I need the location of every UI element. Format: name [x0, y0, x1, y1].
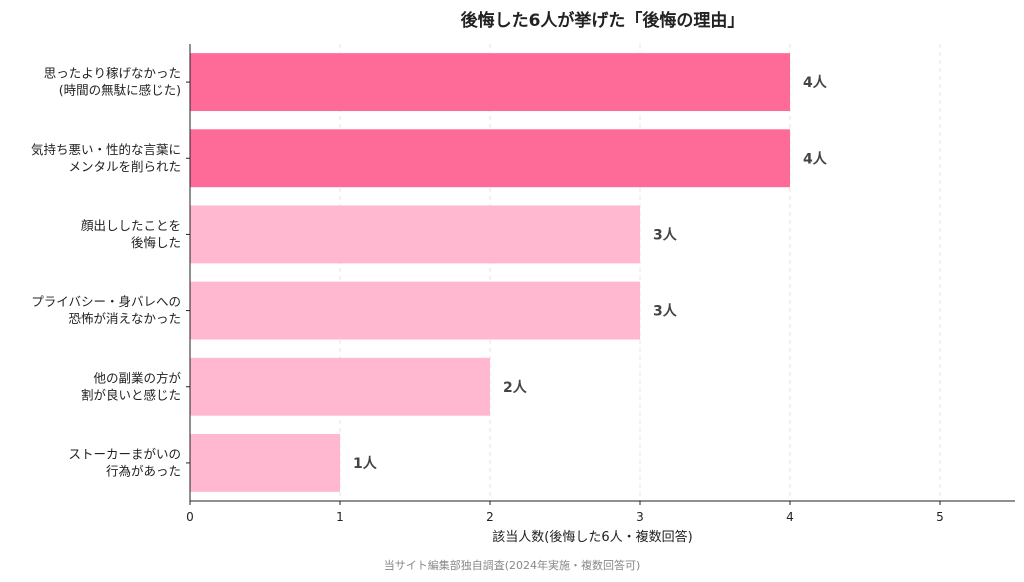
- value-label: 2人: [503, 379, 528, 396]
- category-label: 後悔した: [131, 235, 181, 250]
- source-note: 当サイト編集部独自調査(2024年実施・複数回答可): [383, 559, 641, 572]
- x-axis-title: 該当人数(後悔した6人・複数回答): [492, 529, 692, 545]
- bar: [190, 53, 790, 112]
- x-tick-label: 4: [786, 510, 794, 524]
- x-tick-label: 0: [186, 510, 194, 524]
- category-label: メンタルを削られた: [68, 159, 181, 174]
- bar: [190, 205, 640, 264]
- value-label: 3人: [653, 303, 678, 320]
- category-label: 思ったより稼げなかった: [44, 66, 181, 81]
- bar-chart: 4人思ったより稼げなかった(時間の無駄に感じた)4人気持ち悪い・性的な言葉にメン…: [31, 44, 1015, 545]
- category-label: 行為があった: [106, 463, 181, 478]
- chart-title: 後悔した6人が挙げた「後悔の理由」: [460, 11, 745, 31]
- category-label: (時間の無駄に感じた): [59, 83, 181, 98]
- x-tick-label: 3: [636, 510, 644, 524]
- value-label: 4人: [803, 150, 828, 167]
- x-tick-label: 2: [486, 510, 494, 524]
- bar: [190, 357, 490, 416]
- x-tick-label: 1: [336, 510, 344, 524]
- category-label: 他の副業の方が: [93, 370, 181, 385]
- value-label: 1人: [353, 455, 378, 472]
- value-label: 4人: [803, 74, 828, 91]
- category-label: 恐怖が消えなかった: [68, 311, 181, 326]
- x-tick-label: 5: [936, 510, 944, 524]
- category-label: 顔出ししたことを: [81, 218, 181, 233]
- category-label: 気持ち悪い・性的な言葉に: [31, 142, 181, 157]
- category-label: ストーカーまがいの: [68, 446, 181, 461]
- bar: [190, 433, 340, 492]
- bar: [190, 281, 640, 340]
- category-label: 割が良いと感じた: [81, 387, 181, 402]
- value-label: 3人: [653, 226, 678, 243]
- bar: [190, 129, 790, 188]
- category-label: プライバシー・身バレへの: [31, 294, 181, 309]
